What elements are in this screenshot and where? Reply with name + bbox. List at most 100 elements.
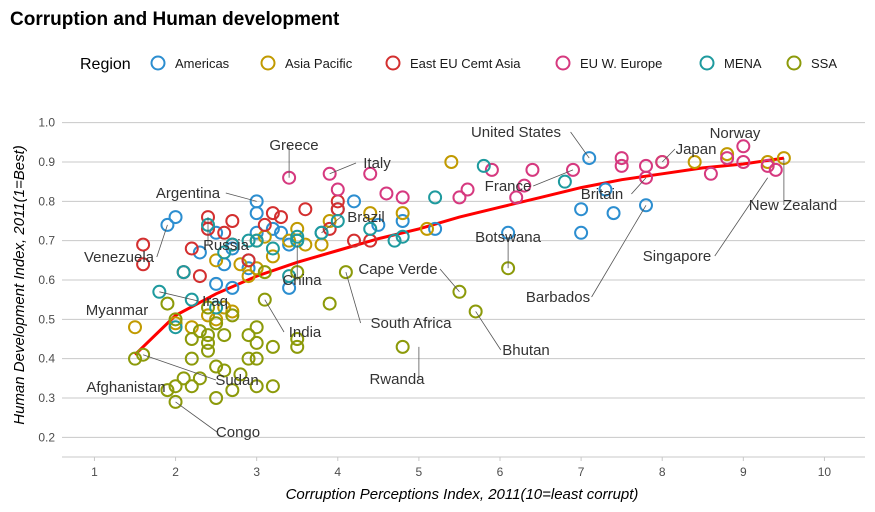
legend-swatch [150,55,166,71]
x-tick-label: 2 [172,465,179,479]
label-russia: Russia [203,237,250,254]
leader-line [714,177,768,257]
data-point [274,225,288,240]
label-new-zealand: New Zealand [749,197,837,214]
data-point [192,269,207,284]
leader-line [661,148,676,163]
data-point [249,320,264,335]
data-point [217,300,232,315]
data-point [298,237,313,252]
data-point [639,198,653,213]
y-tick-label: 0.6 [38,273,55,287]
data-point [136,257,151,272]
data-point [217,225,232,240]
data-point [265,339,280,354]
label-rwanda: Rwanda [369,371,425,388]
data-point [249,351,264,366]
data-point [184,351,199,366]
leader-line [570,131,590,159]
data-point [282,237,297,252]
data-point [338,265,353,280]
data-point [517,178,532,193]
x-tick-label: 8 [659,465,666,479]
y-tick-label: 0.3 [38,391,55,405]
data-point [720,151,735,166]
data-point [574,225,589,240]
data-point [192,245,207,260]
data-point [184,241,199,256]
data-point [249,206,264,221]
data-point [201,308,215,323]
data-point [184,379,199,394]
data-point [574,202,589,217]
x-tick-label: 7 [578,465,585,479]
data-point [201,328,215,343]
data-point [184,332,199,346]
data-point [249,379,264,394]
data-point [736,139,751,154]
label-japan: Japan [676,141,717,158]
legend-item-americas: Americas [150,55,230,71]
data-point [257,217,272,232]
data-point [452,284,467,299]
legend-swatch [555,55,571,71]
data-point [168,210,183,225]
chart-title: Corruption and Human development [10,9,340,30]
data-point [363,166,378,181]
y-axis-ticks: 0.2 0.3 0.4 0.5 0.6 0.7 0.8 0.9 1.0 [38,116,55,445]
legend-swatch [260,55,276,71]
data-point [265,241,280,256]
legend-label: East EU Cemt Asia [410,56,521,71]
data-point [314,225,329,240]
data-point [282,269,297,284]
leader-line [159,291,199,302]
label-argentina: Argentina [156,185,221,202]
x-tick-label: 1 [91,465,98,479]
data-point [192,324,207,339]
data-point [257,265,272,280]
label-venezuela: Venezuela [84,249,155,266]
leader-line [329,162,357,175]
label-greece: Greece [269,137,318,154]
data-point [768,162,783,177]
data-point [201,343,215,358]
data-point [687,155,702,169]
y-tick-label: 0.9 [38,155,55,169]
data-point [566,162,580,177]
data-point [265,206,280,221]
y-tick-label: 0.7 [38,234,55,248]
data-point [217,328,232,343]
data-point [420,221,434,236]
legend-label: Asia Pacific [285,56,353,71]
data-point [265,249,280,264]
data-point [395,214,410,228]
data-point [525,162,540,177]
leader-line [175,401,218,433]
data-point [128,320,142,335]
data-point [298,202,313,217]
data-point [209,359,224,374]
leader-line [475,311,502,351]
data-point [484,162,499,177]
label-norway: Norway [710,125,761,142]
data-point [387,233,402,248]
data-point [614,158,629,173]
legend-label: Americas [175,56,230,71]
label-singapore: Singapore [643,248,711,265]
data-point [606,206,621,221]
legend-item-eu-w-europe: EU W. Europe [555,55,662,71]
label-afghanistan: Afghanistan [86,379,165,396]
x-axis-ticks: 1 2 3 4 5 6 7 8 9 10 [91,457,831,479]
data-point [168,320,183,335]
x-tick-label: 6 [497,465,504,479]
data-point [209,253,224,268]
y-tick-label: 0.4 [38,352,55,366]
data-point [249,261,264,276]
data-point [225,241,240,256]
leader-line [142,354,217,381]
data-point [720,147,735,162]
data-point [160,217,175,232]
y-tick-label: 0.2 [38,430,55,444]
data-point [176,265,191,280]
legend-swatch [786,55,802,71]
